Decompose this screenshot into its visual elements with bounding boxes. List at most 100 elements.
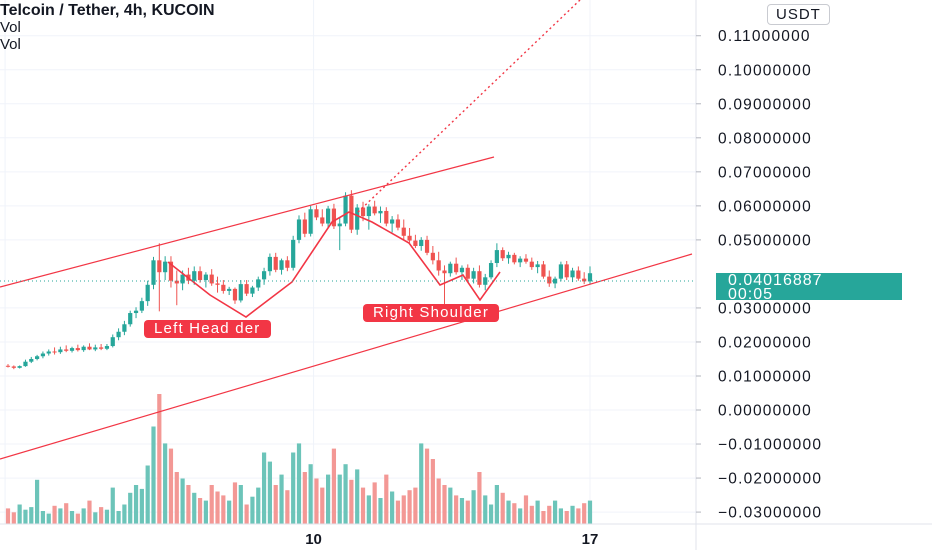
candle [506,251,511,264]
candle [116,328,121,341]
volume-bar [145,465,150,524]
volume-bar [413,487,418,524]
candle-body [459,267,465,273]
volume-bar [244,504,249,524]
volume-bar [378,498,383,524]
volume-bar [308,464,313,524]
candle-body [17,366,22,368]
candle [174,270,179,306]
candle-body [81,346,86,351]
candle-body [523,258,529,262]
candle [302,212,307,238]
volume-bar [483,495,488,524]
lower-channel-line[interactable] [0,253,693,460]
candle-body [46,351,51,354]
candle-body [64,349,69,351]
volume-bar [331,448,337,524]
candle-body [302,219,307,234]
volume-bar [465,500,470,524]
volume-bar [488,504,494,524]
candle [35,354,40,361]
candle-body [518,258,523,263]
candle-body [232,288,238,301]
candle [419,237,424,251]
candle-body [564,264,569,278]
right-shoulder-label[interactable]: Right Shoulder [363,304,500,322]
candle-body [285,260,290,268]
candle [407,227,412,243]
candle-body [244,284,249,294]
volume-bar [35,479,40,524]
volume-bar [436,478,441,524]
candle-body [547,276,552,284]
candle [337,217,342,251]
volume-bar [46,513,51,524]
candle [465,264,470,281]
candle-body [215,283,220,285]
volume-bar [535,500,540,524]
price-scale[interactable]: 0.11000000 0.10000000 0.09000000 0.08000000… [696,28,822,522]
volume-bar [133,485,139,524]
candle [151,256,156,290]
volume-bar [256,487,261,524]
candle [384,207,389,227]
volume-indicator-label[interactable]: Vol [0,19,21,36]
candle-body [69,348,75,351]
dotted-projection-line[interactable] [357,0,581,213]
candle [523,254,529,264]
volume-bar [250,496,255,524]
currency-button[interactable]: USDT [767,4,830,25]
candle [372,200,377,216]
candle [424,235,430,256]
volume-bar [221,495,226,524]
candle-body [488,263,494,278]
candle [366,204,371,230]
candle [285,256,290,272]
chart-legend: Telcoin / Tether, 4h, KUCOIN Vol Vol [0,2,215,53]
upper-channel-line[interactable] [0,156,495,288]
left-shoulder-label[interactable]: Left Head der [144,320,271,338]
head-and-shoulders-path[interactable] [167,211,501,318]
price-tick-label: 0.06000000 [718,198,812,215]
volume-bar [384,474,389,524]
volume-bar [209,485,214,524]
volume-bar [174,472,179,524]
symbol-title[interactable]: Telcoin / Tether, 4h, KUCOIN [0,2,215,19]
candle-body [35,356,40,359]
candle-body [227,288,232,291]
candle [564,260,569,281]
candle [46,349,51,356]
candle [157,243,162,312]
candle-body [145,284,150,302]
volume-bar [40,511,46,524]
candle [267,253,272,276]
candlesticks [5,190,593,370]
volume-bar [75,513,80,524]
candle-body [465,267,470,279]
volume-bar [110,487,115,524]
price-tick-label: 0.02000000 [718,334,812,351]
candle [535,260,540,274]
volume-bar [64,503,69,524]
candle [413,234,418,249]
volume-bar [390,491,395,524]
candle-body [500,250,505,259]
time-scale[interactable]: 10 17 [305,531,598,548]
candle-body [180,274,185,284]
candle-body [424,239,430,253]
candle [320,209,325,227]
volume-bar [366,495,371,524]
volume-bar [547,505,552,524]
candle-body [174,280,179,284]
volume-bar [81,508,86,524]
candle [570,267,575,283]
price-tick-label: 0.08000000 [718,130,812,147]
volume-indicator-label-2[interactable]: Vol [0,36,21,53]
candle [133,307,139,319]
candle [75,344,80,352]
volume-bar [87,500,92,524]
candle [552,276,558,289]
volume-bar [401,495,406,524]
volume-bar [454,495,459,524]
